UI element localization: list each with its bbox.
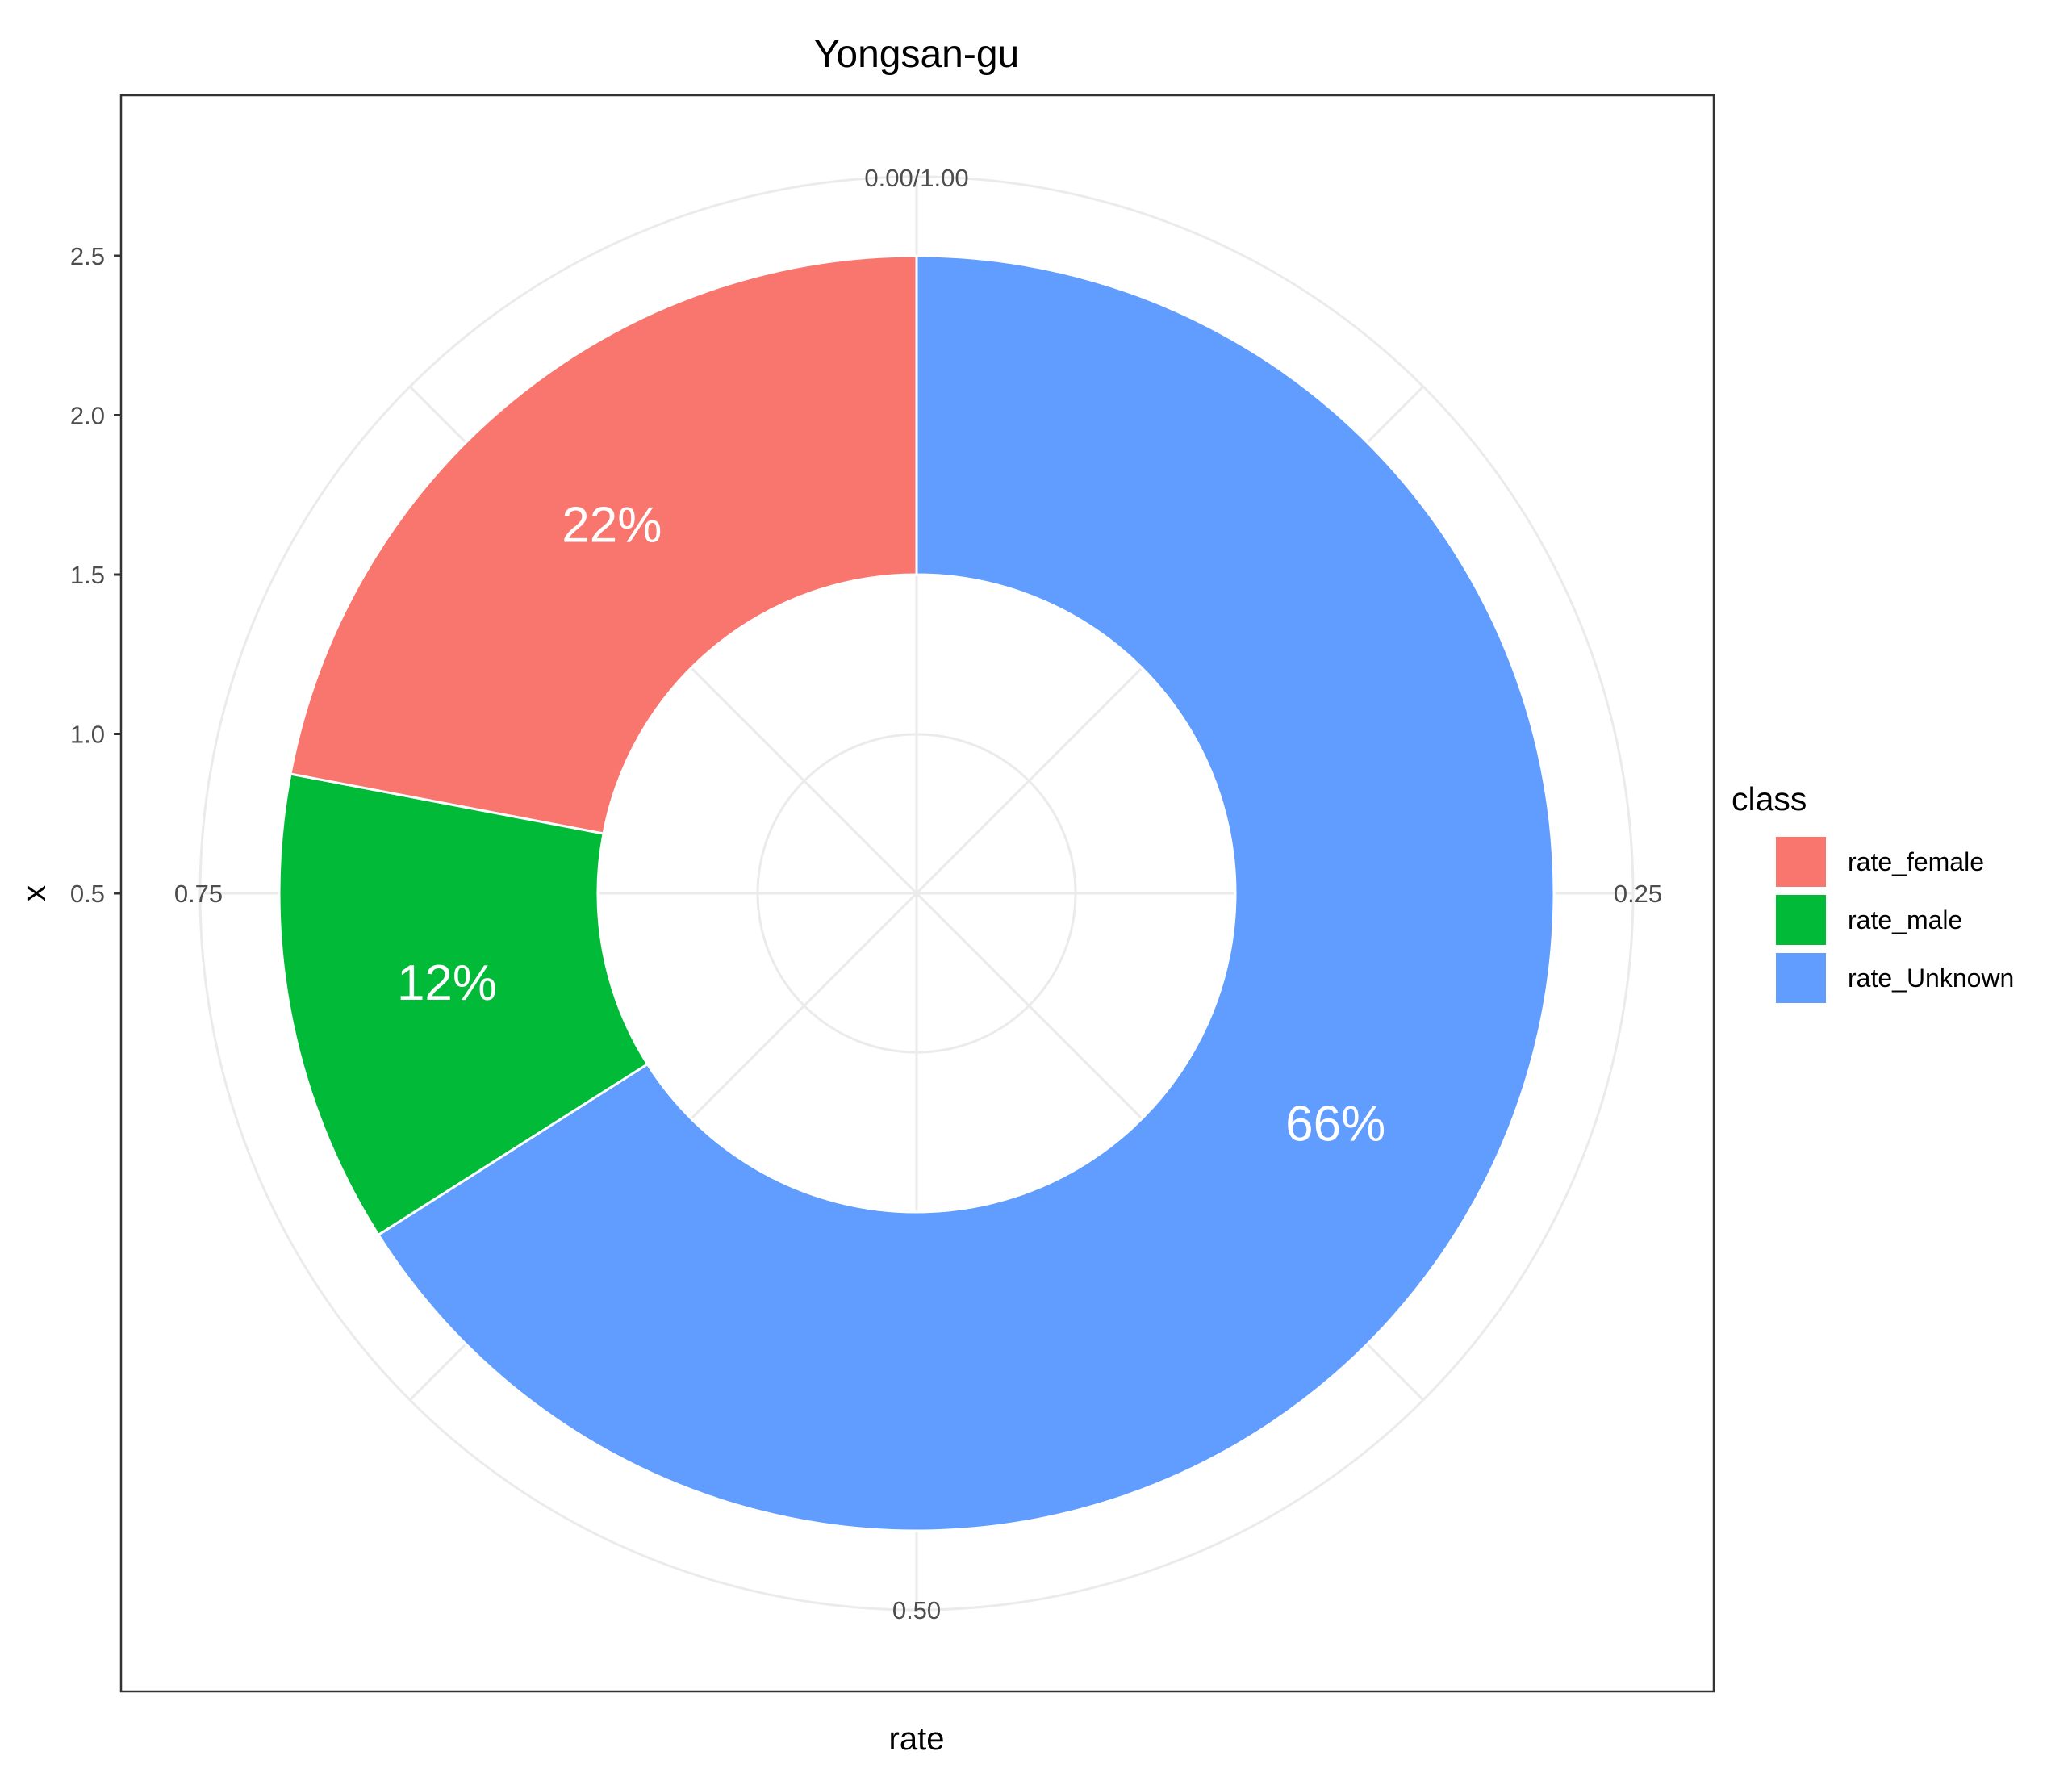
slice-rate_male — [278, 772, 650, 1237]
data-label-rate_female: 22% — [562, 497, 662, 553]
y-tick-label: 2.0 — [70, 402, 105, 430]
slice-rate_female — [289, 254, 918, 835]
slice-labels: 66% 12% 22% — [397, 497, 1385, 1152]
legend-swatch-rate_Unknown — [1776, 953, 1826, 1003]
y-tick-label: 0.5 — [70, 880, 105, 908]
legend-swatch-rate_male — [1776, 895, 1826, 945]
legend-label-rate_Unknown: rate_Unknown — [1848, 964, 2014, 993]
legend-label-rate_female: rate_female — [1848, 847, 1984, 876]
legend-swatch-rate_female — [1776, 837, 1826, 887]
theta-tick-label: 0.00/1.00 — [864, 164, 968, 192]
donut-slices — [278, 254, 1556, 1532]
y-tick-label: 1.5 — [70, 561, 105, 589]
y-tick-label: 1.0 — [70, 721, 105, 749]
data-label-rate_Unknown: 66% — [1285, 1096, 1385, 1152]
y-axis-title: x — [17, 885, 52, 901]
theta-tick-label: 0.25 — [1614, 880, 1662, 908]
legend-items: rate_female rate_male rate_Unknown — [1776, 837, 2014, 1003]
theta-tick-label: 0.75 — [174, 880, 223, 908]
data-label-rate_male: 12% — [397, 955, 497, 1011]
legend: class rate_female rate_male rate_Unknown — [1732, 780, 2014, 1003]
theta-axis: 0.00/1.00 0.25 0.50 0.75 — [174, 164, 1662, 1624]
legend-label-rate_male: rate_male — [1848, 905, 1962, 934]
chart-title: Yongsan-gu — [814, 33, 1019, 76]
y-tick-label: 2.5 — [70, 242, 105, 270]
theta-tick-label: 0.50 — [892, 1596, 941, 1624]
y-axis: 0.5 1.0 1.5 2.0 2.5 — [70, 242, 121, 908]
legend-title: class — [1732, 780, 1807, 817]
slice-rate_Unknown — [376, 254, 1556, 1532]
x-axis-title: rate — [889, 1721, 945, 1757]
